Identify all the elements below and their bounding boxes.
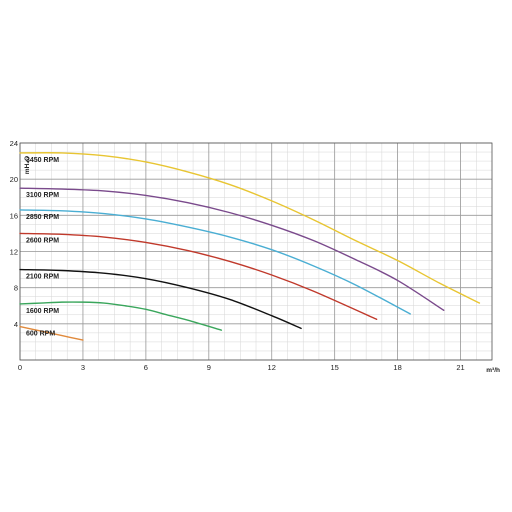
series-line-2850-rpm xyxy=(19,209,411,315)
x-tick-label: 3 xyxy=(81,363,85,372)
y-tick-label: 8 xyxy=(14,284,18,293)
y-axis-unit: mH₂O xyxy=(24,156,31,174)
series-label-1600-rpm: 1600 RPM xyxy=(26,308,59,315)
x-axis-tick-labels: 0 3 6 9 12 15 18 21 xyxy=(18,363,465,372)
series-line-2100-rpm xyxy=(19,268,302,330)
series-label-600-rpm: 600 RPM xyxy=(26,331,55,338)
x-tick-label: 15 xyxy=(330,363,338,372)
series-label-3100-rpm: 3100 RPM xyxy=(26,192,59,199)
x-axis-unit: m³/h xyxy=(486,367,500,374)
x-tick-label: 12 xyxy=(268,363,276,372)
x-tick-label: 0 xyxy=(18,363,22,372)
series-line-600-rpm xyxy=(19,325,84,341)
series-line-2600-rpm xyxy=(19,232,378,321)
series-layer xyxy=(19,152,481,341)
series-line-3100-rpm xyxy=(19,187,445,311)
series-label-2600-rpm: 2600 RPM xyxy=(26,237,59,244)
x-tick-label: 6 xyxy=(144,363,148,372)
y-tick-label: 16 xyxy=(10,211,18,220)
series-label-2100-rpm: 2100 RPM xyxy=(26,274,59,281)
y-tick-label: 4 xyxy=(14,320,18,329)
series-line-3450-rpm xyxy=(19,152,481,304)
series-label-2850-rpm: 2850 RPM xyxy=(26,214,59,221)
series-label-3450-rpm: 3450 RPM xyxy=(26,157,59,164)
x-tick-label: 21 xyxy=(456,363,464,372)
y-tick-label: 24 xyxy=(10,139,18,148)
y-tick-label: 12 xyxy=(10,248,18,257)
x-tick-label: 18 xyxy=(393,363,401,372)
y-axis-tick-labels: 4 8 12 16 20 24 xyxy=(10,139,18,329)
x-tick-label: 9 xyxy=(207,363,211,372)
series-line-1600-rpm xyxy=(19,301,223,331)
series-labels: 3450 RPM 3100 RPM 2850 RPM 2600 RPM 2100 RPM… xyxy=(26,157,59,338)
y-tick-label: 20 xyxy=(10,175,18,184)
plot-frame xyxy=(19,142,493,361)
